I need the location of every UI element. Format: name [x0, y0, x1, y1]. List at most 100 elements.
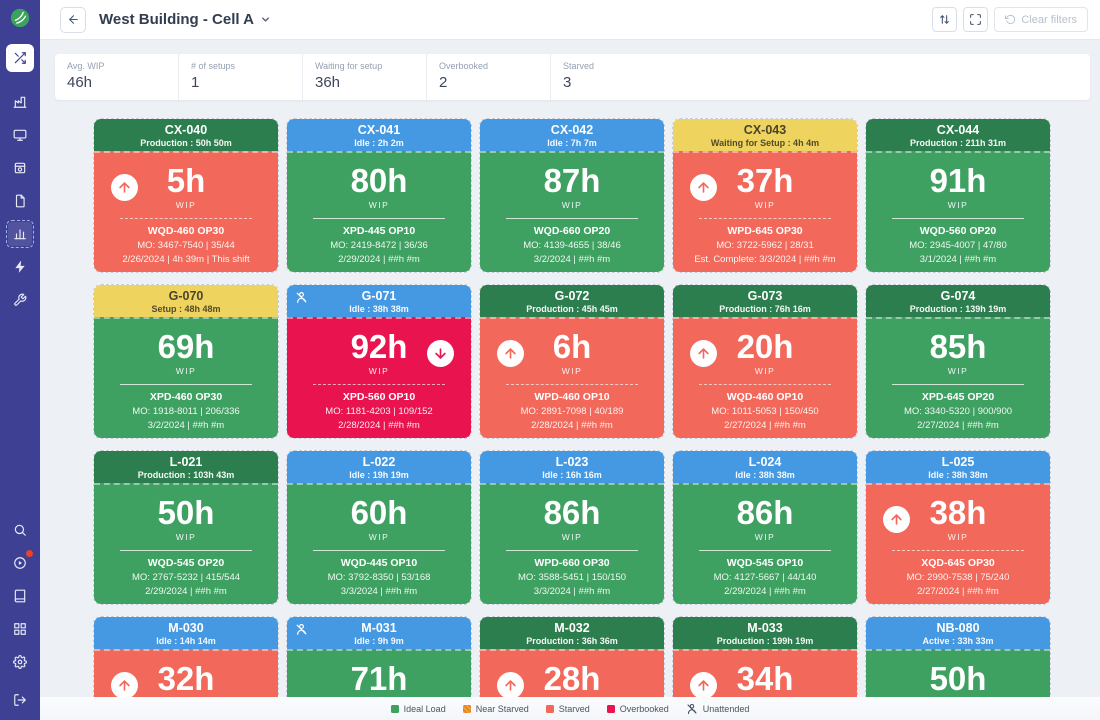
- machine-name: CX-042: [550, 123, 594, 137]
- machine-card-header: M-032 Production : 36h 36m: [480, 617, 664, 651]
- machine-card-body: 6h WIP WPD-460 OP10 MO: 2891-7098 | 40/1…: [480, 317, 664, 438]
- machine-card-header: L-024 Idle : 38h 38m: [673, 451, 857, 485]
- machine-status: Idle : 19h 19m: [349, 470, 409, 480]
- machine-card-body: 86h WIP WQD-545 OP10 MO: 4127-5667 | 44/…: [673, 483, 857, 604]
- sidebar-item-settings[interactable]: [8, 650, 32, 674]
- machine-status: Idle : 7h 7m: [547, 138, 597, 148]
- stat-value: 3: [563, 74, 572, 91]
- sidebar-item-tools[interactable]: [8, 288, 32, 312]
- wip-hours: 80h: [350, 162, 408, 199]
- legend-item-unattended: Unattended: [686, 703, 749, 715]
- manufacturing-order: MO: 1918-8011 | 206/336: [132, 406, 240, 417]
- sidebar-item-energy[interactable]: [8, 255, 32, 279]
- machine-card-CX-040[interactable]: CX-040 Production : 50h 50m 5h WIP WQD-4…: [93, 118, 279, 273]
- machine-card-CX-043[interactable]: CX-043 Waiting for Setup : 4h 4m 37h WIP…: [672, 118, 858, 273]
- machine-card-L-024[interactable]: L-024 Idle : 38h 38m 86h WIP WQD-545 OP1…: [672, 450, 858, 605]
- clear-filters-button[interactable]: Clear filters: [994, 7, 1088, 32]
- sidebar-item-analytics[interactable]: [6, 220, 34, 248]
- operation-label: XQD-645 OP30: [921, 557, 995, 569]
- stat-avg-wip: Avg. WIP 46h: [55, 54, 179, 100]
- wip-hours: 91h: [929, 162, 987, 199]
- machine-name: L-022: [362, 455, 396, 469]
- trend-up-icon: [497, 340, 524, 367]
- machine-card-G-071[interactable]: G-071 Idle : 38h 38m 92h WIP XPD-560 OP1…: [286, 284, 472, 439]
- sidebar-item-factory[interactable]: [8, 90, 32, 114]
- machine-card-G-072[interactable]: G-072 Production : 45h 45m 6h WIP WPD-46…: [479, 284, 665, 439]
- wip-label: WIP: [368, 532, 390, 542]
- sidebar-item-qr[interactable]: [8, 617, 32, 641]
- machine-name: CX-041: [357, 123, 401, 137]
- machine-card-body: 87h WIP WQD-660 OP20 MO: 4139-4655 | 38/…: [480, 151, 664, 272]
- wip-hours: 87h: [543, 162, 601, 199]
- wip-hours: 6h: [552, 328, 592, 365]
- divider: [505, 218, 639, 219]
- back-button[interactable]: [60, 6, 86, 33]
- legend-label: Ideal Load: [403, 703, 446, 714]
- tools-icon: [13, 293, 27, 307]
- stat-starved: Starved 3: [551, 54, 675, 100]
- machine-card-header: M-031 Idle : 9h 9m: [287, 617, 471, 651]
- logout-icon: [13, 693, 27, 707]
- cell-selector[interactable]: West Building - Cell A: [99, 11, 271, 28]
- sidebar-item-book[interactable]: [8, 584, 32, 608]
- trend-up-icon: [883, 506, 910, 533]
- manufacturing-order: MO: 2419-8472 | 36/36: [330, 240, 428, 251]
- sidebar-active-tool[interactable]: [6, 44, 34, 72]
- sidebar-item-machine[interactable]: [8, 156, 32, 180]
- machine-card-G-070[interactable]: G-070 Setup : 48h 48m 69h WIP XPD-460 OP…: [93, 284, 279, 439]
- sidebar-item-search[interactable]: [8, 518, 32, 542]
- sidebar-item-help[interactable]: [8, 549, 34, 575]
- wip-hours: 32h: [157, 660, 215, 697]
- machine-status: Production : 103h 43m: [137, 470, 235, 480]
- sort-button[interactable]: [932, 7, 958, 32]
- machine-card-G-074[interactable]: G-074 Production : 139h 19m 85h WIP XPD-…: [865, 284, 1051, 439]
- machine-card-CX-044[interactable]: CX-044 Production : 211h 31m 91h WIP WQD…: [865, 118, 1051, 273]
- wip-label: WIP: [368, 366, 390, 376]
- machine-card-M-033[interactable]: M-033 Production : 199h 19m 34h WIP: [672, 616, 858, 720]
- machine-status: Idle : 38h 38m: [735, 470, 795, 480]
- back-arrow-icon: [67, 13, 80, 26]
- machine-status: Production : 76h 16m: [719, 304, 811, 314]
- machine-card-L-023[interactable]: L-023 Idle : 16h 16m 86h WIP WPD-660 OP3…: [479, 450, 665, 605]
- legend-swatch-overbooked: [606, 704, 615, 713]
- machine-card-header: G-072 Production : 45h 45m: [480, 285, 664, 319]
- machine-name: CX-040: [164, 123, 208, 137]
- machine-card-CX-042[interactable]: CX-042 Idle : 7h 7m 87h WIP WQD-660 OP20…: [479, 118, 665, 273]
- operation-label: WPD-460 OP10: [534, 391, 610, 403]
- machine-card-CX-041[interactable]: CX-041 Idle : 2h 2m 80h WIP XPD-445 OP10…: [286, 118, 472, 273]
- machine-card-header: M-033 Production : 199h 19m: [673, 617, 857, 651]
- operation-label: WQD-460 OP30: [147, 225, 225, 237]
- machine-card-L-021[interactable]: L-021 Production : 103h 43m 50h WIP WQD-…: [93, 450, 279, 605]
- machine-card-G-073[interactable]: G-073 Production : 76h 16m 20h WIP WQD-4…: [672, 284, 858, 439]
- machine-card-header: L-021 Production : 103h 43m: [94, 451, 278, 485]
- sidebar-item-logout[interactable]: [8, 688, 32, 712]
- operation-label: WQD-545 OP10: [726, 557, 804, 569]
- machine-name: M-030: [168, 621, 204, 635]
- sidebar-item-monitor[interactable]: [8, 123, 32, 147]
- machine-name: G-074: [940, 289, 976, 303]
- stat-waiting-for-setup: Waiting for setup 36h: [303, 54, 427, 100]
- wip-hours: 85h: [929, 328, 987, 365]
- machine-name: G-070: [168, 289, 204, 303]
- wip-label: WIP: [561, 366, 583, 376]
- manufacturing-order: MO: 3467-7540 | 35/44: [137, 240, 235, 251]
- divider: [698, 384, 832, 385]
- trend-down-icon: [427, 340, 454, 367]
- help-icon: [13, 556, 27, 570]
- fullscreen-button[interactable]: [963, 7, 989, 32]
- machine-card-L-025[interactable]: L-025 Idle : 38h 38m 38h WIP XQD-645 OP3…: [865, 450, 1051, 605]
- divider: [891, 384, 1025, 385]
- stat-label: Starved: [563, 61, 595, 71]
- wip-label: WIP: [947, 366, 969, 376]
- sidebar-item-document[interactable]: [8, 189, 32, 213]
- wip-hours: 71h: [350, 660, 408, 697]
- due-date: 3/2/2024 | ##h #m: [147, 420, 225, 431]
- machine-card-L-022[interactable]: L-022 Idle : 19h 19m 60h WIP WQD-445 OP1…: [286, 450, 472, 605]
- legend-label: Overbooked: [619, 703, 669, 714]
- machine-grid: CX-040 Production : 50h 50m 5h WIP WQD-4…: [93, 118, 1051, 720]
- operation-label: WQD-545 OP20: [147, 557, 225, 569]
- fullscreen-icon: [969, 13, 982, 26]
- machine-status: Idle : 38h 38m: [928, 470, 988, 480]
- wip-hours: 50h: [929, 660, 987, 697]
- legend-swatch-ideal: [390, 704, 399, 713]
